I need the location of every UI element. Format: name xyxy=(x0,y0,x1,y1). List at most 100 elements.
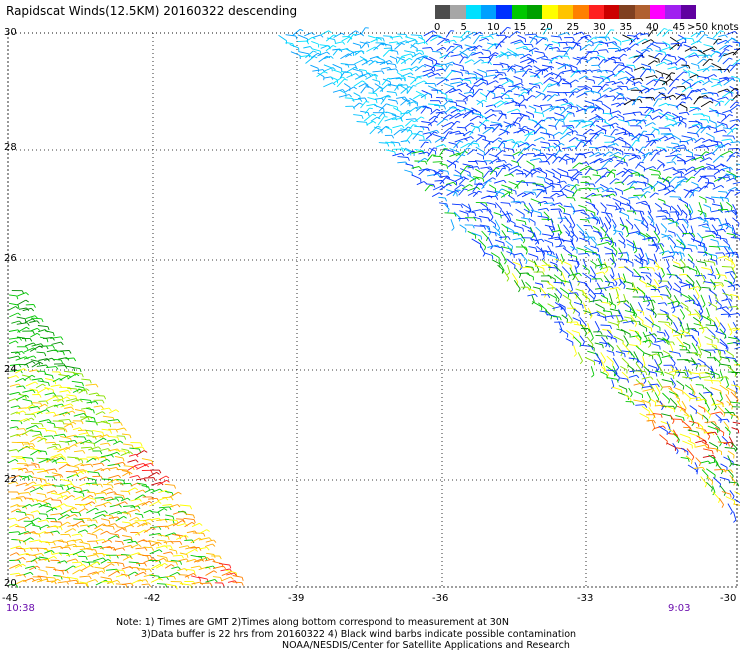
wind-barb xyxy=(505,272,509,278)
wind-barb-flag xyxy=(462,155,465,156)
wind-barb-flag xyxy=(609,303,610,306)
wind-barb-flag xyxy=(620,88,623,90)
wind-barb xyxy=(687,323,689,331)
wind-barb-flag xyxy=(575,138,578,140)
wind-barb xyxy=(353,43,360,45)
wind-barb-flag xyxy=(609,152,612,154)
wind-barb xyxy=(484,141,490,148)
wind-barb xyxy=(96,412,103,415)
wind-barb-flag xyxy=(680,289,681,292)
wind-barb-flag xyxy=(693,234,695,237)
wind-barb-flag xyxy=(522,181,525,182)
wind-barb-flag xyxy=(691,249,692,252)
wind-barb-flag xyxy=(356,31,359,33)
wind-barb-flag xyxy=(431,48,433,51)
wind-barb xyxy=(395,43,402,49)
wind-barb-flag xyxy=(653,268,654,271)
wind-barb-flag xyxy=(696,126,699,129)
wind-barb-flag xyxy=(486,38,489,40)
wind-barb-flag xyxy=(54,424,55,427)
wind-barb-flag xyxy=(654,334,656,337)
wind-barb xyxy=(686,150,693,154)
wind-barb xyxy=(712,204,721,206)
wind-barb xyxy=(286,35,296,36)
wind-barb-flag xyxy=(625,245,626,249)
wind-barb-flag xyxy=(551,67,552,70)
wind-barb xyxy=(514,226,523,229)
wind-barb-flag xyxy=(411,54,414,57)
wind-barb-flag xyxy=(491,148,494,149)
wind-barb-flag xyxy=(573,225,575,228)
wind-barb-flag xyxy=(560,221,563,224)
wind-barb xyxy=(640,280,647,284)
wind-barb-flag xyxy=(693,391,694,395)
wind-barb-flag xyxy=(683,253,684,256)
wind-barb-flag xyxy=(386,97,390,98)
wind-barb xyxy=(705,400,710,409)
wind-barb-flag xyxy=(504,160,506,163)
wind-barb-flag xyxy=(699,463,700,466)
wind-barb-flag xyxy=(53,346,55,349)
wind-barb-flag xyxy=(717,94,718,97)
wind-barb-flag xyxy=(685,373,687,376)
wind-barb xyxy=(496,168,502,177)
wind-barb xyxy=(286,43,293,44)
wind-barb-flag xyxy=(541,213,542,216)
wind-barb xyxy=(622,140,630,145)
wind-barb xyxy=(421,122,430,123)
wind-barb xyxy=(376,57,384,61)
wind-barb-flag xyxy=(674,409,675,412)
wind-barb xyxy=(615,208,623,210)
wind-barb xyxy=(382,78,388,85)
wind-barb-flag xyxy=(510,213,512,216)
wind-barb xyxy=(459,93,467,98)
wind-barb xyxy=(485,109,491,114)
wind-barb xyxy=(718,419,727,420)
wind-barb xyxy=(31,318,42,319)
wind-barb-flag xyxy=(549,44,553,45)
wind-barb xyxy=(646,76,655,78)
wind-barb-flag xyxy=(727,419,729,422)
wind-barb xyxy=(675,275,681,280)
wind-barb-flag xyxy=(547,38,548,41)
wind-barb xyxy=(485,114,493,119)
wind-barb xyxy=(440,163,447,165)
wind-barb xyxy=(694,169,702,176)
wind-barb-flag xyxy=(655,76,657,79)
wind-barb xyxy=(592,70,599,71)
wind-barb xyxy=(422,48,431,49)
wind-barb xyxy=(516,220,525,222)
wind-barb xyxy=(621,329,630,334)
wind-barb xyxy=(590,289,596,295)
wind-barb xyxy=(32,379,42,381)
wind-barb-flag xyxy=(711,270,712,273)
wind-barb-flag xyxy=(616,252,617,255)
wind-barb-flag xyxy=(703,305,705,308)
wind-barb-flag xyxy=(540,289,541,292)
wind-barb-flag xyxy=(532,96,535,97)
wind-barb xyxy=(557,51,566,52)
wind-barb xyxy=(641,273,650,274)
wind-barb-flag xyxy=(722,124,725,126)
wind-barb xyxy=(596,335,607,336)
wind-barb-flag xyxy=(484,82,487,84)
wind-barb xyxy=(698,59,704,64)
wind-barb-flag xyxy=(532,44,534,47)
wind-barb-flag xyxy=(529,69,532,70)
wind-barb-flag xyxy=(362,116,363,119)
wind-barb-flag xyxy=(553,198,554,201)
wind-barb xyxy=(507,49,516,54)
wind-barb xyxy=(642,386,650,387)
wind-barb-flag xyxy=(590,199,591,202)
wind-barb-flag xyxy=(56,367,58,370)
wind-barb xyxy=(656,385,660,393)
wind-barb xyxy=(612,268,615,276)
wind-barb xyxy=(683,421,690,427)
wind-barb-flag xyxy=(86,389,89,391)
wind-barb xyxy=(47,422,54,424)
wind-barb-flag xyxy=(72,425,73,428)
wind-barb-flag xyxy=(367,42,370,43)
wind-barb-flag xyxy=(458,46,461,47)
wind-barb-flag xyxy=(450,52,453,53)
wind-barb-flag xyxy=(664,62,667,64)
